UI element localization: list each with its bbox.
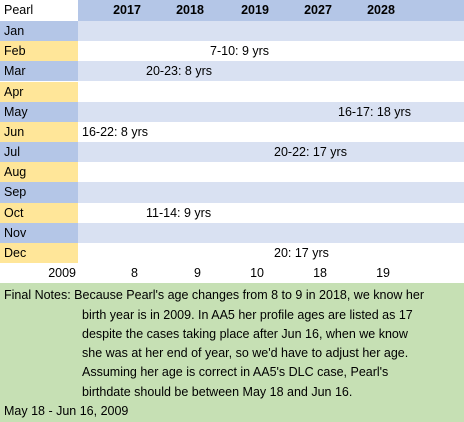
row-band — [78, 222, 464, 243]
row-band — [78, 182, 464, 203]
row-band — [78, 162, 464, 183]
note-line: Final Notes: Because Pearl's age changes… — [4, 288, 424, 302]
corner-cell: Pearl — [0, 0, 78, 21]
year-header: 2027 — [304, 3, 332, 17]
row-note: 20-22: 17 yrs — [274, 145, 347, 160]
month-cell: Nov — [0, 222, 78, 243]
month-cell: Jan — [0, 21, 78, 42]
row-band — [78, 101, 464, 122]
month-cell: Jun — [0, 121, 78, 142]
age: 10 — [250, 266, 264, 281]
notes-box — [0, 283, 464, 422]
year-header: 2018 — [176, 3, 204, 17]
row-note: 16-17: 18 yrs — [338, 104, 411, 119]
row-band — [78, 142, 464, 163]
note-line: birth year is in 2009. In AA5 her profil… — [82, 308, 413, 322]
row-band — [78, 121, 464, 142]
year-header: 2028 — [367, 3, 395, 17]
note-line: Assuming her age is correct in AA5's DLC… — [82, 365, 389, 379]
age: 9 — [194, 266, 201, 281]
row-note: 7-10: 9 yrs — [210, 44, 270, 59]
age: 8 — [131, 266, 138, 281]
month-cell: Dec — [0, 242, 78, 264]
birth-year: 2009 — [48, 266, 76, 281]
age: 19 — [376, 266, 390, 281]
row-band — [78, 81, 464, 102]
age: 18 — [313, 266, 327, 281]
row-note: 20-23: 8 yrs — [146, 64, 213, 79]
month-cell: Oct — [0, 202, 78, 223]
row-band — [78, 61, 464, 82]
month-cell: Mar — [0, 61, 78, 82]
note-line: birthdate should be between May 18 and J… — [82, 385, 353, 399]
header-band — [78, 0, 464, 21]
month-cell: Jul — [0, 142, 78, 163]
year-header: 2017 — [113, 3, 141, 17]
row-band — [78, 242, 464, 264]
month-cell: Apr — [0, 81, 78, 102]
year-header: 2019 — [241, 3, 269, 17]
note-line: she was at her end of year, so we'd have… — [82, 346, 409, 360]
month-cell: Sep — [0, 182, 78, 203]
row-band — [78, 21, 464, 42]
row-note: 11-14: 9 yrs — [146, 205, 212, 220]
month-cell: Feb — [0, 41, 78, 62]
row-band — [78, 202, 464, 223]
row-note: 16-22: 8 yrs — [82, 124, 149, 139]
note-line: despite the cases taking place after Jun… — [82, 327, 408, 341]
row-note: 20: 17 yrs — [274, 245, 329, 260]
month-cell: Aug — [0, 162, 78, 183]
row-band — [78, 41, 464, 62]
answer: May 18 - Jun 16, 2009 — [4, 404, 129, 418]
month-cell: May — [0, 101, 78, 122]
